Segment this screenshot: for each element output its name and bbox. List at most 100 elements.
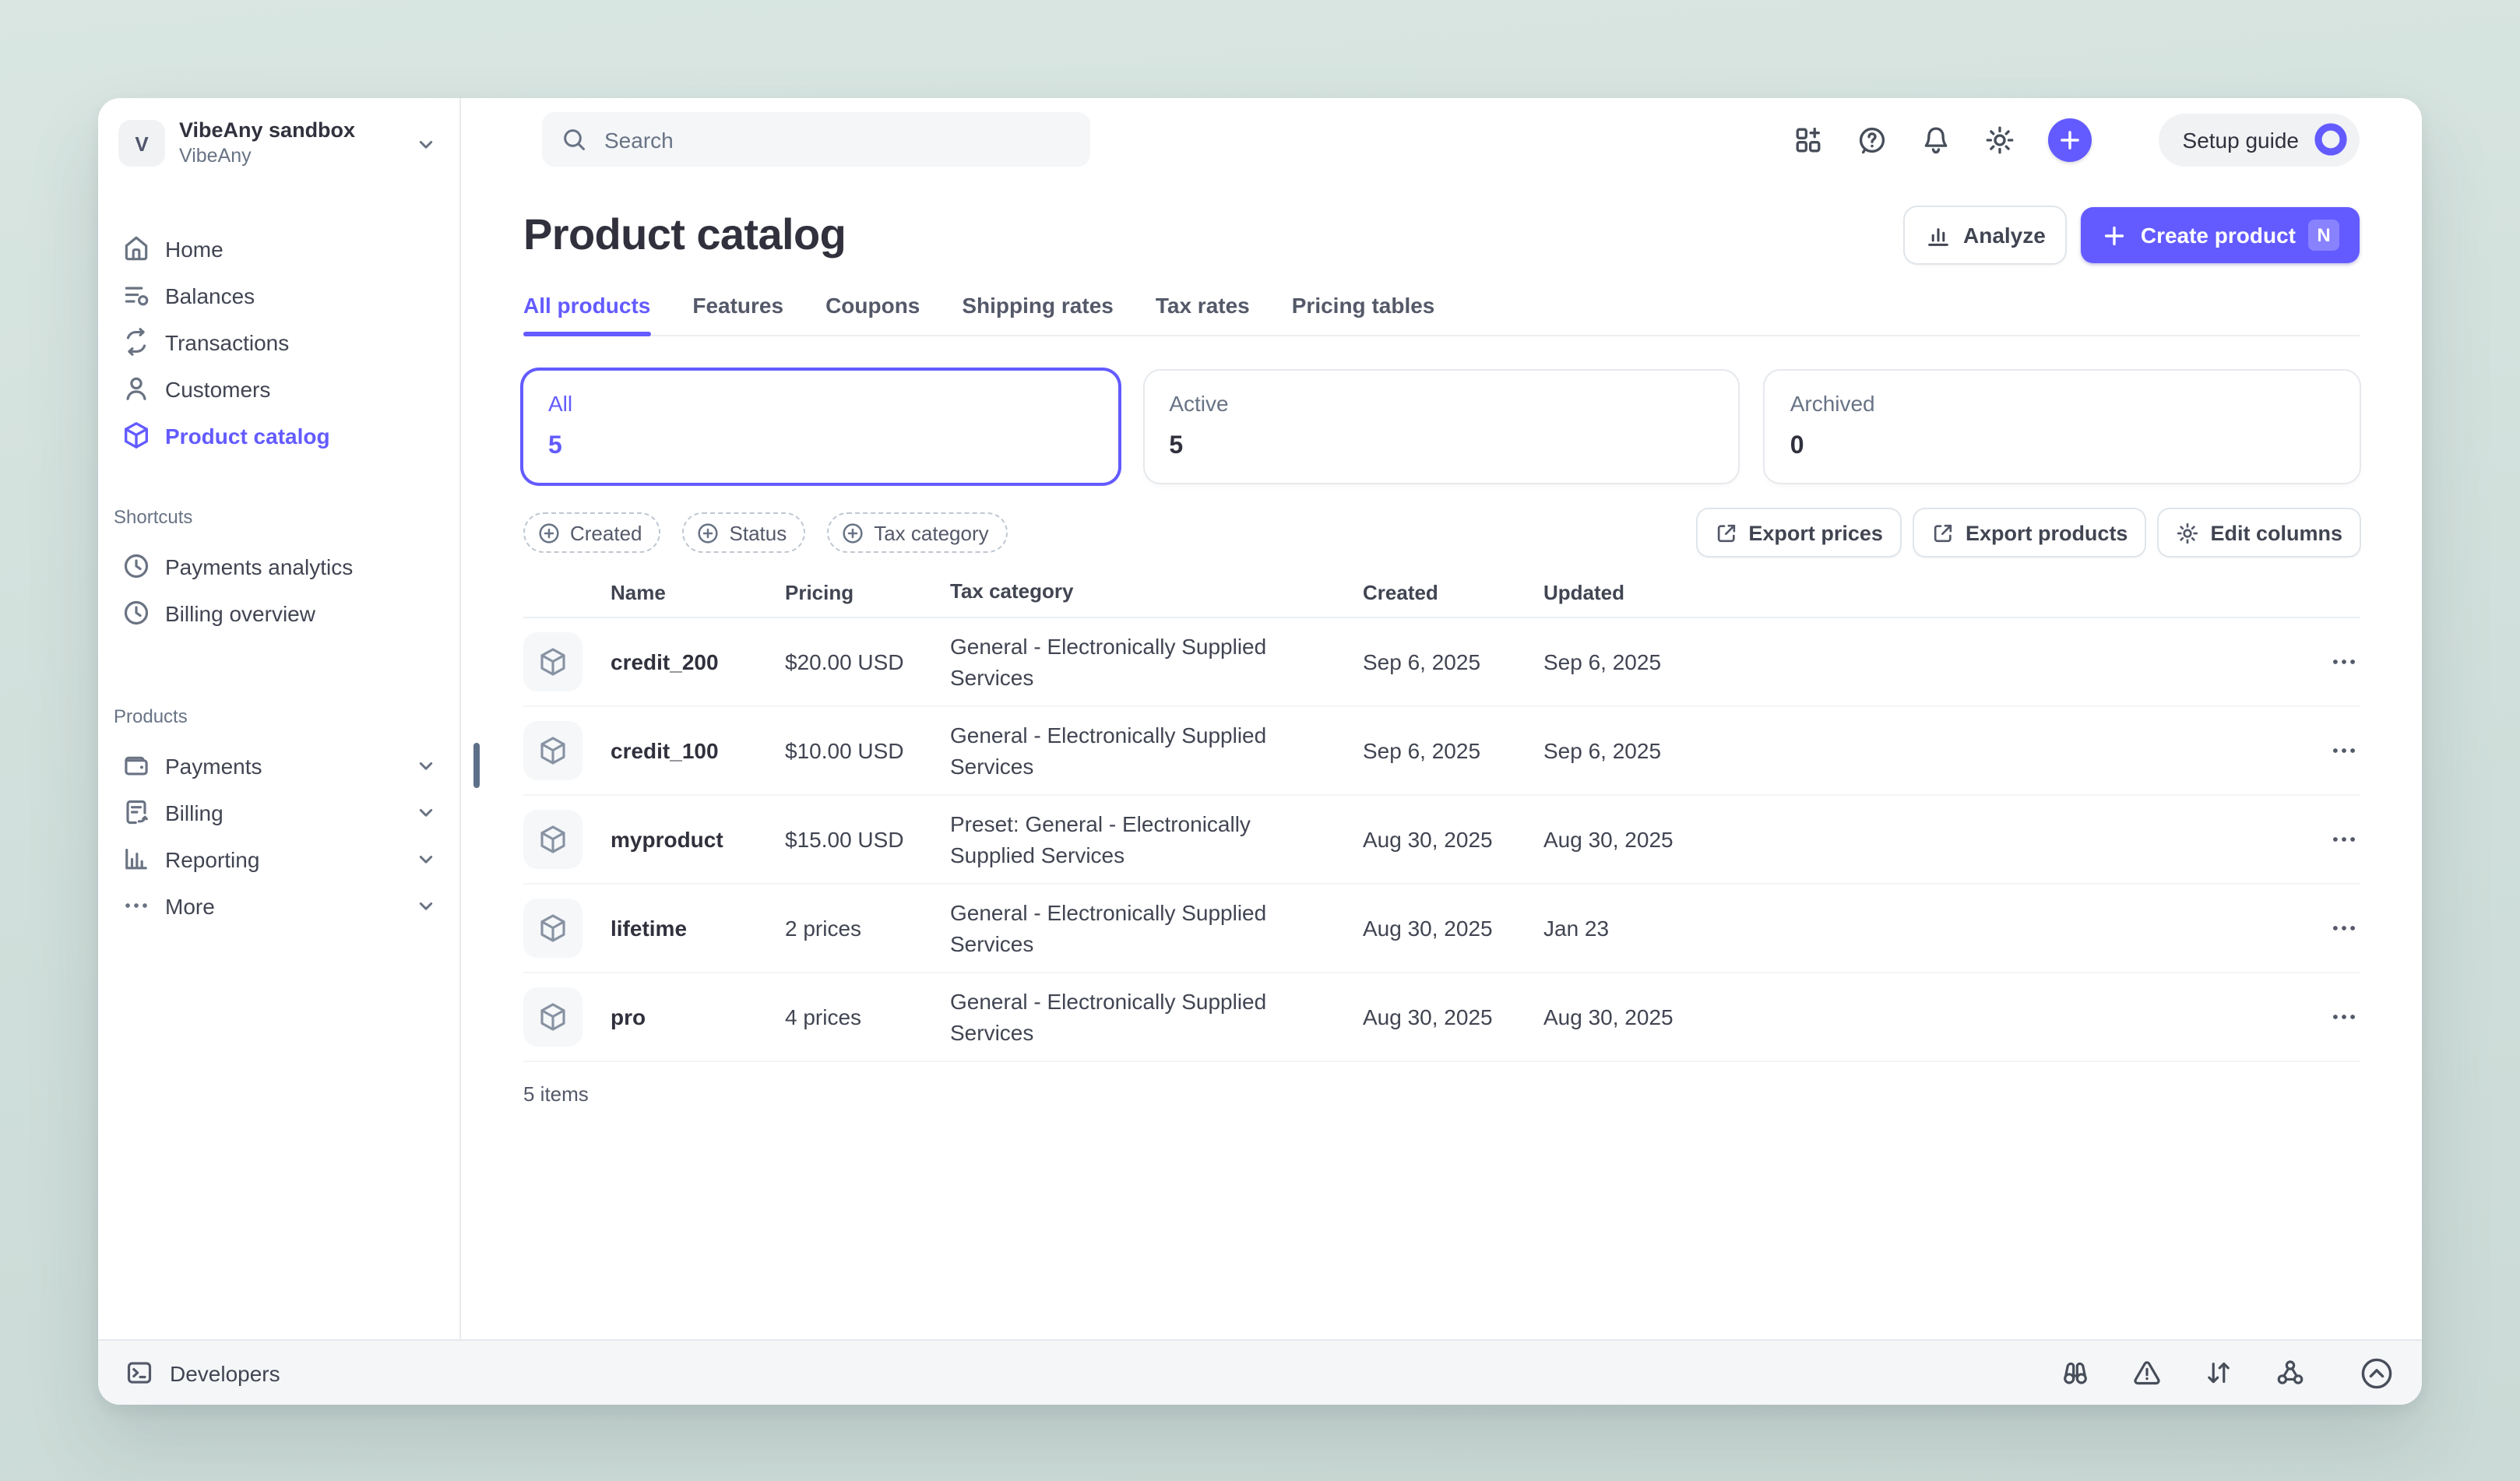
filter-card-active[interactable]: Active 5: [1144, 371, 1738, 483]
product-created: Sep 6, 2025: [1363, 649, 1543, 674]
plus-circle-icon: [697, 521, 720, 544]
sidebar-resize-handle[interactable]: [473, 743, 479, 788]
sidebar-item-reporting[interactable]: Reporting: [118, 835, 441, 882]
product-tax-category: Preset: General - Electronically Supplie…: [950, 807, 1363, 871]
tab-shipping-rates[interactable]: Shipping rates: [962, 287, 1113, 335]
settings-icon[interactable]: [1985, 124, 2016, 155]
developers-label: Developers: [170, 1360, 280, 1385]
export-products-button[interactable]: Export products: [1914, 509, 2145, 556]
table-item-count: 5 items: [523, 1082, 2360, 1106]
workspace-avatar: V: [118, 121, 165, 167]
product-pricing: $10.00 USD: [785, 738, 950, 763]
tab-tax-rates[interactable]: Tax rates: [1156, 287, 1250, 335]
row-actions-button[interactable]: [2285, 913, 2360, 944]
table-row[interactable]: credit_100 $10.00 USD General - Electron…: [523, 707, 2360, 796]
sidebar-item-label: Home: [165, 236, 438, 261]
summary-cards: All 5 Active 5 Archived 0: [523, 371, 2360, 483]
tab-bar: All products Features Coupons Shipping r…: [523, 287, 2360, 336]
tab-features[interactable]: Features: [692, 287, 783, 335]
package-icon: [523, 810, 582, 869]
row-actions-button[interactable]: [2285, 735, 2360, 766]
wallet-icon: [121, 751, 151, 780]
export-icon: [1714, 521, 1737, 544]
setup-guide-button[interactable]: Setup guide: [2159, 113, 2360, 166]
ellipsis-icon: [121, 891, 151, 920]
column-header-created[interactable]: Created: [1363, 581, 1543, 604]
table-row[interactable]: lifetime 2 prices General - Electronical…: [523, 885, 2360, 973]
product-created: Aug 30, 2025: [1363, 827, 1543, 852]
edit-columns-button[interactable]: Edit columns: [2159, 509, 2360, 556]
help-icon[interactable]: [1857, 124, 1888, 155]
filter-card-archived[interactable]: Archived 0: [1765, 371, 2360, 483]
row-actions-button[interactable]: [2285, 646, 2360, 677]
create-product-button[interactable]: Create product N: [2082, 207, 2360, 263]
search-bar[interactable]: [542, 112, 1090, 167]
sidebar-item-label: Balances: [165, 283, 438, 308]
setup-guide-label: Setup guide: [2183, 127, 2299, 152]
export-prices-button[interactable]: Export prices: [1697, 509, 1900, 556]
product-tax-category: General - Electronically Supplied Servic…: [950, 896, 1363, 959]
filter-card-all[interactable]: All 5: [523, 371, 1117, 483]
alerts-warning-icon[interactable]: [2132, 1358, 2162, 1388]
sidebar-item-payments[interactable]: Payments: [118, 742, 441, 789]
notifications-icon[interactable]: [1921, 124, 1952, 155]
tab-all-products[interactable]: All products: [523, 287, 650, 335]
analyze-button[interactable]: Analyze: [1904, 207, 2066, 263]
product-pricing: 2 prices: [785, 916, 950, 941]
products-table: Name Pricing Tax category Created Update…: [523, 568, 2360, 1106]
column-header-name[interactable]: Name: [611, 581, 785, 604]
developers-button[interactable]: Developers: [125, 1358, 280, 1388]
column-header-tax-category[interactable]: Tax category: [950, 578, 1363, 607]
apps-icon[interactable]: [1793, 124, 1825, 155]
sidebar-item-product-catalog[interactable]: Product catalog: [118, 412, 441, 459]
logs-binoculars-icon[interactable]: [2061, 1358, 2090, 1388]
quick-add-button[interactable]: [2049, 118, 2092, 161]
workspace-name: VibeAny sandbox: [179, 118, 414, 145]
table-row[interactable]: credit_200 $20.00 USD General - Electron…: [523, 618, 2360, 707]
main-content: Setup guide Product catalog Analyze Crea…: [461, 98, 2422, 1339]
clock-icon: [121, 598, 151, 628]
sidebar-item-transactions[interactable]: Transactions: [118, 318, 441, 365]
column-header-pricing[interactable]: Pricing: [785, 581, 950, 604]
chevron-down-icon: [414, 132, 438, 156]
row-actions-button[interactable]: [2285, 1001, 2360, 1032]
sidebar-item-label: More: [165, 893, 414, 918]
row-actions-button[interactable]: [2285, 824, 2360, 855]
api-requests-arrows-icon[interactable]: [2204, 1358, 2233, 1388]
package-icon: [523, 721, 582, 780]
table-row[interactable]: myproduct $15.00 USD Preset: General - E…: [523, 796, 2360, 885]
webhooks-icon[interactable]: [2275, 1358, 2305, 1388]
analyze-label: Analyze: [1963, 223, 2046, 248]
product-tax-category: General - Electronically Supplied Servic…: [950, 630, 1363, 693]
bar-chart-icon: [121, 844, 151, 874]
keyboard-shortcut-badge: N: [2308, 220, 2339, 251]
expand-panel-icon[interactable]: [2360, 1356, 2394, 1390]
sidebar-item-billing[interactable]: Billing: [118, 789, 441, 835]
chevron-down-icon: [414, 800, 438, 824]
product-updated: Aug 30, 2025: [1543, 827, 2285, 852]
transactions-icon: [121, 327, 151, 357]
sidebar-item-billing-overview[interactable]: Billing overview: [118, 589, 441, 636]
filter-chip-created[interactable]: Created: [523, 512, 661, 553]
search-input[interactable]: [601, 125, 1072, 153]
sidebar-item-more[interactable]: More: [118, 882, 441, 929]
filter-chip-tax-category[interactable]: Tax category: [827, 512, 1007, 553]
product-updated: Sep 6, 2025: [1543, 649, 2285, 674]
column-header-updated[interactable]: Updated: [1543, 581, 2285, 604]
balances-icon: [121, 280, 151, 310]
workspace-org: VibeAny: [179, 145, 414, 169]
tab-coupons[interactable]: Coupons: [825, 287, 920, 335]
table-row[interactable]: pro 4 prices General - Electronically Su…: [523, 973, 2360, 1062]
sidebar-item-home[interactable]: Home: [118, 225, 441, 272]
sidebar-item-customers[interactable]: Customers: [118, 365, 441, 412]
product-catalog-icon: [121, 420, 151, 450]
filter-chip-status[interactable]: Status: [683, 512, 806, 553]
tab-pricing-tables[interactable]: Pricing tables: [1292, 287, 1435, 335]
sidebar-item-payments-analytics[interactable]: Payments analytics: [118, 543, 441, 589]
workspace-switcher[interactable]: V VibeAny sandbox VibeAny: [118, 118, 441, 169]
sidebar-item-label: Payments analytics: [165, 554, 438, 579]
terminal-icon: [125, 1358, 154, 1388]
product-name: credit_200: [611, 649, 785, 674]
sidebar-item-balances[interactable]: Balances: [118, 272, 441, 318]
topbar: Setup guide: [523, 112, 2360, 167]
